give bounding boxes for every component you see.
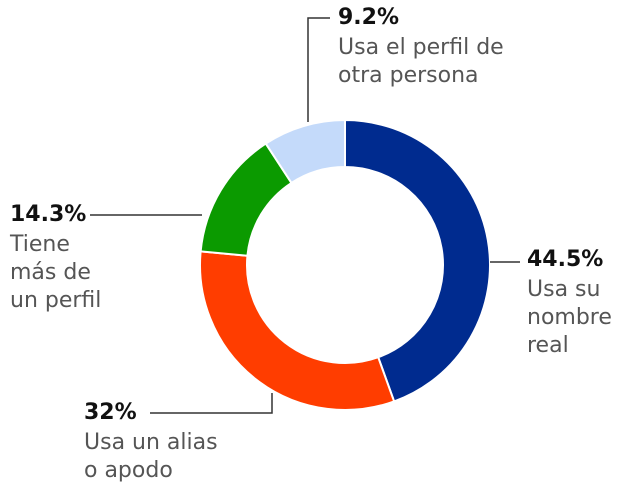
category-label: Usa un alias	[84, 430, 218, 455]
category-label: más de	[10, 260, 91, 285]
donut-segment	[264, 118, 346, 185]
leader-line	[307, 17, 330, 122]
leader-line	[150, 393, 273, 414]
category-label: Usa el perfil de	[338, 35, 504, 60]
category-label: Usa su	[527, 277, 600, 302]
value-label: 9.2%	[338, 5, 399, 30]
donut-segment	[344, 118, 491, 403]
category-label: o apodo	[84, 458, 173, 483]
category-label: otra persona	[338, 63, 479, 88]
value-label: 14.3%	[10, 202, 86, 227]
value-label: 44.5%	[527, 247, 603, 272]
value-label: 32%	[84, 400, 137, 425]
donut-segment	[199, 250, 396, 411]
category-label: nombre	[527, 305, 612, 330]
category-label: Tiene	[9, 232, 70, 257]
category-label: real	[527, 333, 569, 358]
category-label: un perfil	[10, 288, 101, 313]
